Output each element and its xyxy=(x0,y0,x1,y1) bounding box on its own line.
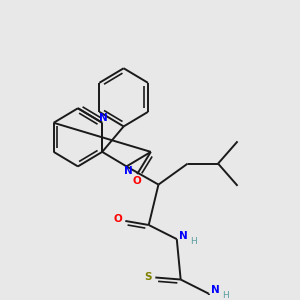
Text: S: S xyxy=(144,272,151,282)
Text: N: N xyxy=(179,231,188,241)
Text: N: N xyxy=(99,113,108,123)
Text: H: H xyxy=(190,237,197,246)
Text: O: O xyxy=(133,176,142,186)
Text: N: N xyxy=(212,285,220,296)
Text: H: H xyxy=(223,291,229,300)
Text: N: N xyxy=(124,166,132,176)
Text: O: O xyxy=(114,214,123,224)
